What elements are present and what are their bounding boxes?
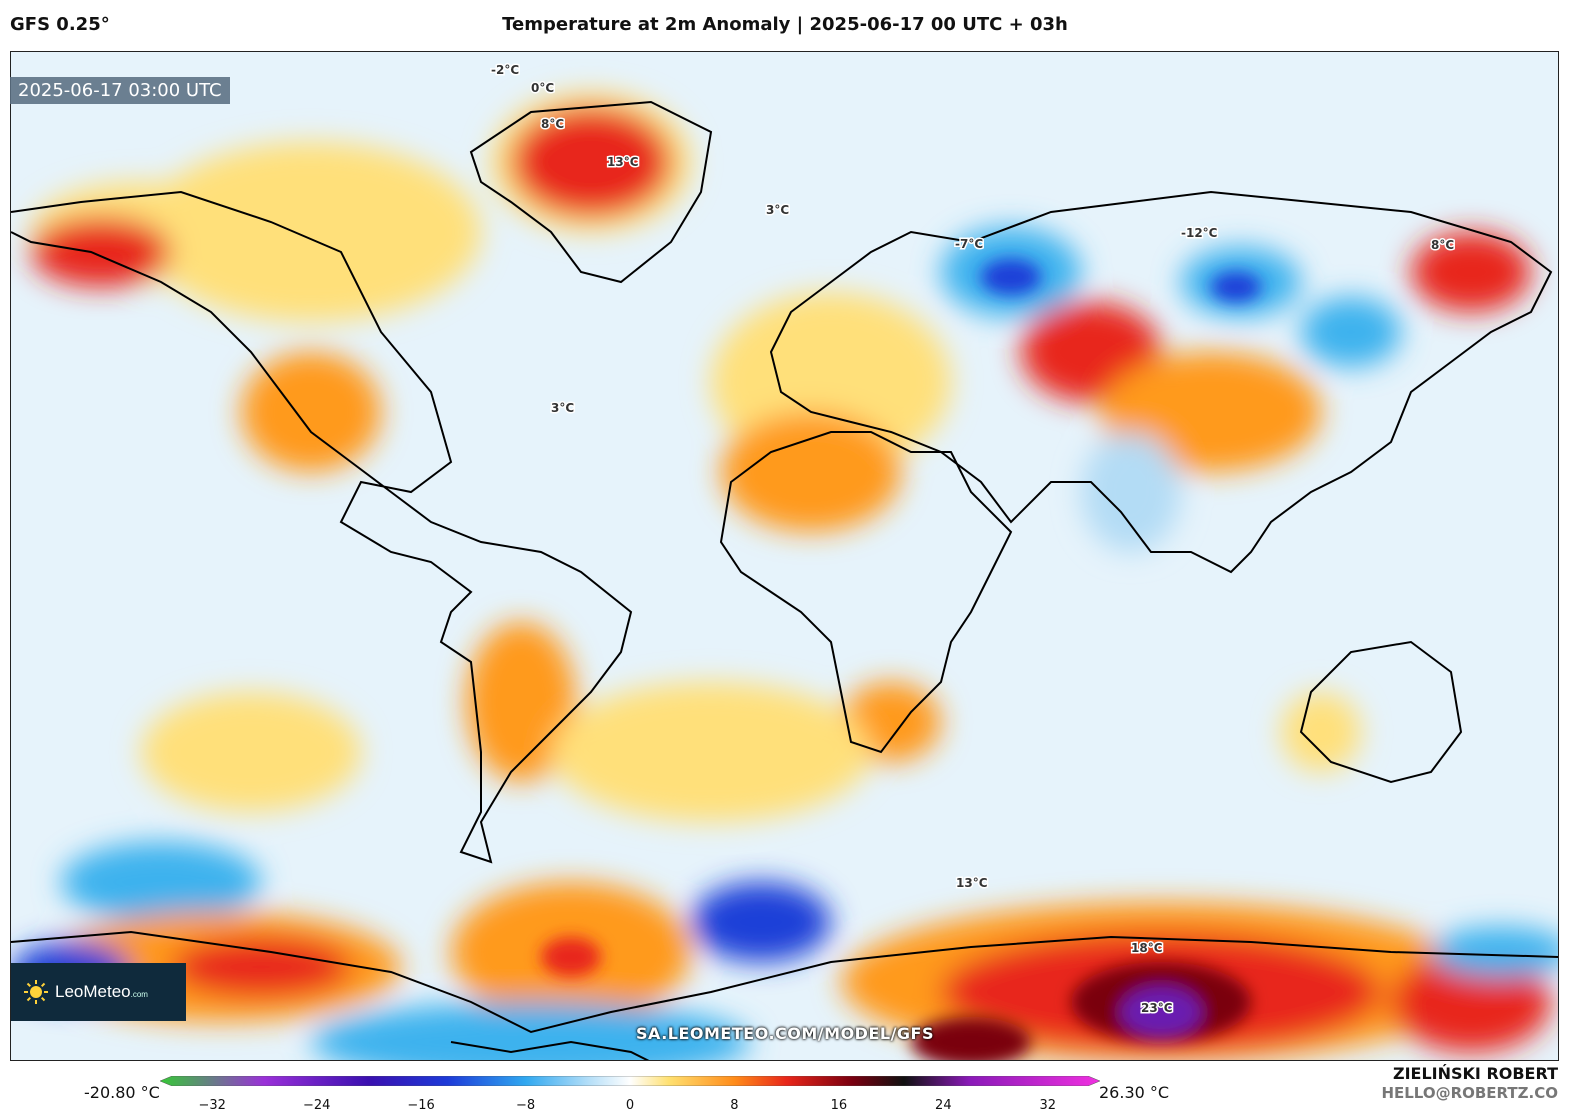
author-name: ZIELIŃSKI ROBERT — [1392, 1064, 1558, 1083]
colorbar — [160, 1076, 1100, 1086]
colorbar-tick-label: −8 — [515, 1098, 536, 1113]
source-watermark: SA.LEOMETEO.COM/MODEL/GFS — [636, 1024, 934, 1043]
colorbar-tick-label: 0 — [625, 1098, 635, 1113]
author-email[interactable]: HELLO@ROBERTZ.CO — [1381, 1084, 1558, 1102]
map-label: 18°C — [1131, 941, 1163, 955]
anomaly-map[interactable]: -2°C 0°C 8°C 13°C 3°C -12°C -7°C 3°C 8°C… — [10, 51, 1559, 1061]
map-label: 13°C — [956, 876, 988, 890]
map-label: -2°C — [491, 63, 519, 77]
map-label: -12°C — [1181, 226, 1218, 240]
colorbar-tick-label: 24 — [935, 1098, 952, 1113]
sun-icon — [24, 980, 48, 1004]
valid-time-badge: 2025-06-17 03:00 UTC — [10, 77, 230, 104]
map-label: 3°C — [551, 401, 574, 415]
logo-text: LeoMeteo.com — [55, 982, 148, 1001]
map-label: 8°C — [541, 117, 564, 131]
colorbar-tick-label: 8 — [730, 1098, 739, 1113]
map-label: 0°C — [531, 81, 554, 95]
coastlines — [11, 100, 1558, 1060]
colorbar-min-label: -20.80 °C — [84, 1083, 160, 1102]
model-label: GFS 0.25° — [10, 14, 110, 35]
contour-labels: -2°C 0°C 8°C 13°C 3°C -12°C -7°C 3°C 8°C… — [490, 62, 1456, 1017]
colorbar-tick-label: −24 — [302, 1098, 331, 1113]
map-label: -7°C — [955, 237, 983, 251]
map-label: 8°C — [1431, 238, 1454, 252]
map-label: 3°C — [766, 203, 789, 217]
colorbar-tick-label: −16 — [407, 1098, 435, 1113]
colorbar-tick-label: −32 — [198, 1098, 226, 1113]
anomaly-extremes — [541, 259, 1261, 1060]
colorbar-tick-label: 32 — [1039, 1098, 1057, 1113]
colorbar-tick-label: 16 — [830, 1098, 848, 1113]
map-title: Temperature at 2m Anomaly | 2025-06-17 0… — [502, 14, 1068, 35]
map-label: 23°C — [1141, 1001, 1173, 1015]
colorbar-max-label: 26.30 °C — [1099, 1083, 1170, 1102]
map-label: 13°C — [607, 155, 639, 169]
leometeo-logo[interactable]: LeoMeteo.com — [11, 963, 186, 1021]
